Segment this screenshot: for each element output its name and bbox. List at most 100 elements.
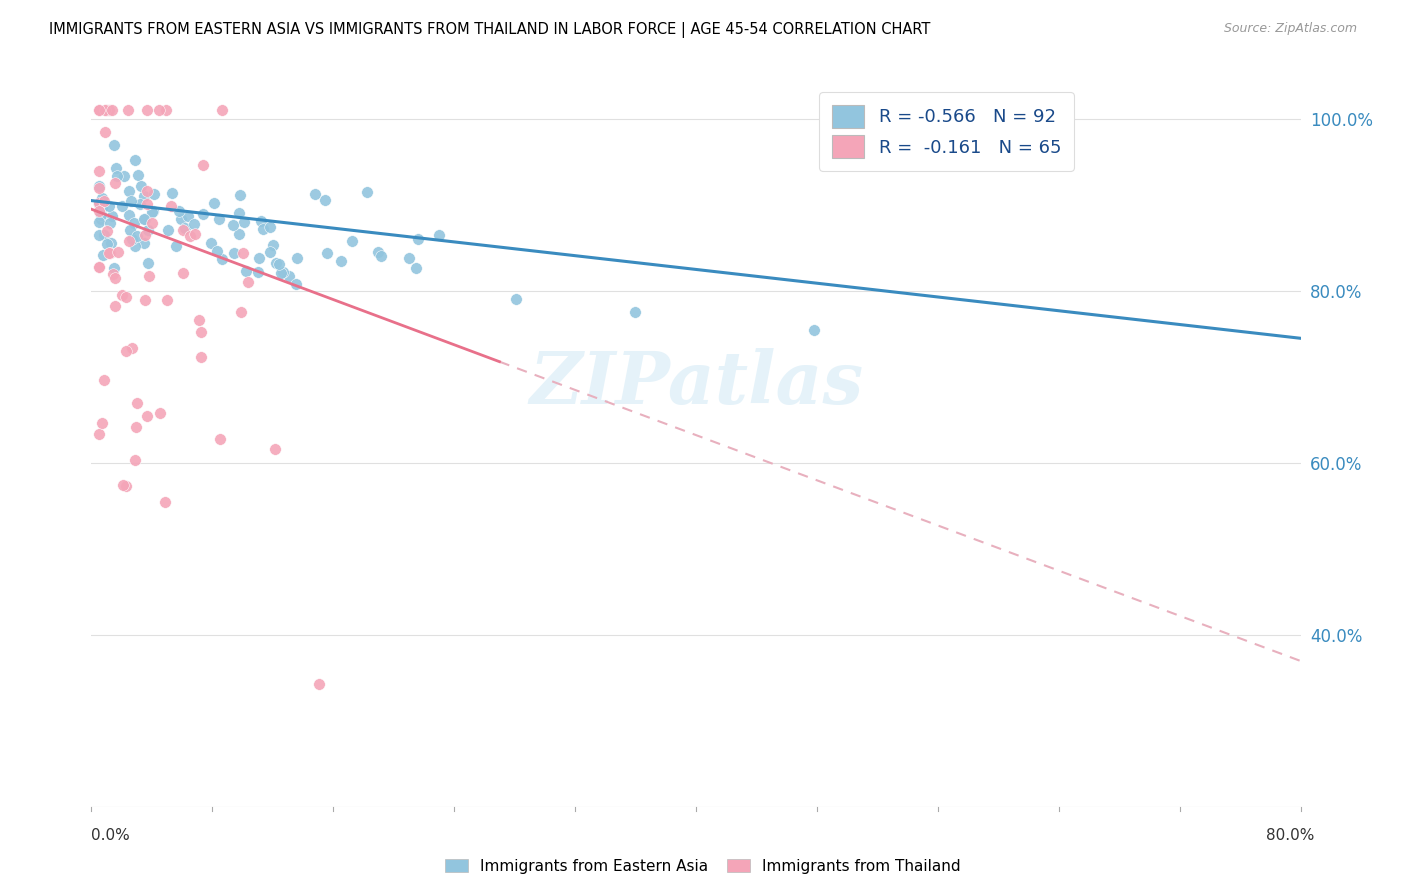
Point [160,199,183,213]
Point [112,477,135,491]
Point [90,416,112,430]
Point [803,323,825,337]
Point [103,271,125,285]
Point [100,236,122,251]
Point [304,186,326,201]
Point [165,239,187,253]
Point [200,235,222,250]
Point [138,268,160,283]
Point [118,223,141,237]
Point [252,221,274,235]
Point [179,228,201,243]
Point [93,373,115,387]
Point [211,103,233,118]
Point [190,325,212,339]
Point [211,252,233,267]
Point [134,236,156,251]
Point [121,341,143,355]
Point [247,251,270,265]
Point [157,223,180,237]
Point [250,214,273,228]
Point [98,103,121,118]
Point [94,103,117,118]
Point [134,293,156,308]
Point [408,232,430,246]
Point [228,227,250,241]
Point [155,103,177,118]
Point [98,215,121,229]
Point [96,224,118,238]
Point [93,227,115,242]
Point [183,217,205,231]
Point [167,204,190,219]
Point [94,125,117,139]
Point [427,227,450,242]
Point [202,196,225,211]
Point [229,305,252,319]
Point [370,249,392,263]
Point [222,246,245,260]
Point [233,215,256,229]
Point [142,203,165,218]
Legend: R = -0.566   N = 92, R =  -0.161   N = 65: R = -0.566 N = 92, R = -0.161 N = 65 [820,92,1074,171]
Point [135,184,157,198]
Text: Source: ZipAtlas.com: Source: ZipAtlas.com [1223,22,1357,36]
Point [104,299,127,313]
Point [127,396,149,410]
Point [156,293,179,307]
Point [93,194,115,209]
Point [124,452,146,467]
Point [285,251,308,265]
Point [172,223,194,237]
Point [264,442,287,457]
Point [184,227,207,241]
Point [135,197,157,211]
Point [114,343,136,358]
Point [111,288,134,302]
Point [128,196,150,211]
Point [136,255,159,269]
Point [118,184,141,198]
Point [87,427,110,442]
Point [98,199,121,213]
Point [141,216,163,230]
Point [112,169,135,183]
Point [173,221,195,235]
Point [209,432,232,446]
Point [238,275,260,289]
Point [177,209,200,223]
Legend: Immigrants from Eastern Asia, Immigrants from Thailand: Immigrants from Eastern Asia, Immigrants… [439,853,967,880]
Point [118,234,141,248]
Point [105,169,128,183]
Point [342,234,364,248]
Point [87,197,110,211]
Point [101,103,124,118]
Point [91,191,114,205]
Point [121,231,143,245]
Point [405,261,427,276]
Point [160,186,183,201]
Point [101,209,124,223]
Point [87,103,110,118]
Point [104,176,127,190]
Point [262,238,284,252]
Point [87,260,110,274]
Point [134,212,156,227]
Point [330,254,353,268]
Point [89,196,111,211]
Point [314,194,336,208]
Point [267,257,290,271]
Point [94,103,117,118]
Point [259,220,281,235]
Point [111,199,134,213]
Point [117,103,139,118]
Point [136,223,159,237]
Point [104,161,127,175]
Point [122,216,145,230]
Point [96,237,118,252]
Point [228,205,250,219]
Text: IMMIGRANTS FROM EASTERN ASIA VS IMMIGRANTS FROM THAILAND IN LABOR FORCE | AGE 45: IMMIGRANTS FROM EASTERN ASIA VS IMMIGRAN… [49,22,931,38]
Point [148,103,170,118]
Point [91,248,114,262]
Point [191,207,214,221]
